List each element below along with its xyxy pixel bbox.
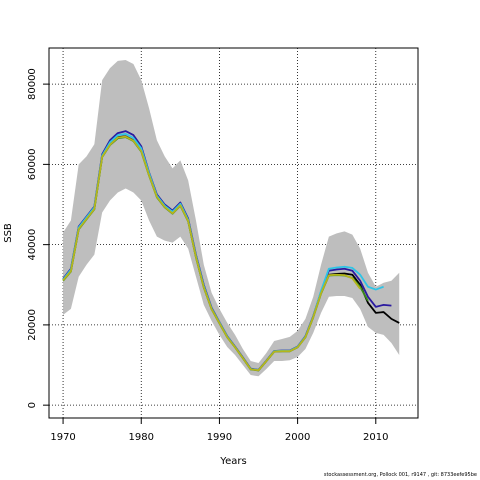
x-tick-label: 1970 [50, 432, 75, 443]
source-footnote: stockassessment.org, Pollock 001, r9147 … [323, 472, 477, 478]
confidence-band [63, 60, 400, 377]
series-line-5 [62, 135, 361, 372]
x-tick-label: 1980 [129, 432, 154, 443]
x-tick-label: 2000 [285, 432, 310, 443]
x-axis: 1970 1980 1990 2000 2010 [50, 418, 389, 443]
y-tick-label: 0 [27, 402, 38, 408]
y-tick-label: 40000 [27, 229, 38, 261]
y-axis: 0 20000 40000 60000 80000 [27, 68, 49, 408]
y-tick-label: 60000 [27, 148, 38, 180]
x-tick-label: 2010 [363, 432, 388, 443]
x-tick-label: 1990 [207, 432, 232, 443]
plot-frame [48, 47, 419, 419]
y-tick-label: 80000 [27, 68, 38, 100]
series-lines [62, 130, 400, 372]
y-tick-label: 20000 [27, 309, 38, 341]
y-axis-label: SSB [3, 223, 14, 243]
x-axis-label: Years [219, 456, 246, 467]
